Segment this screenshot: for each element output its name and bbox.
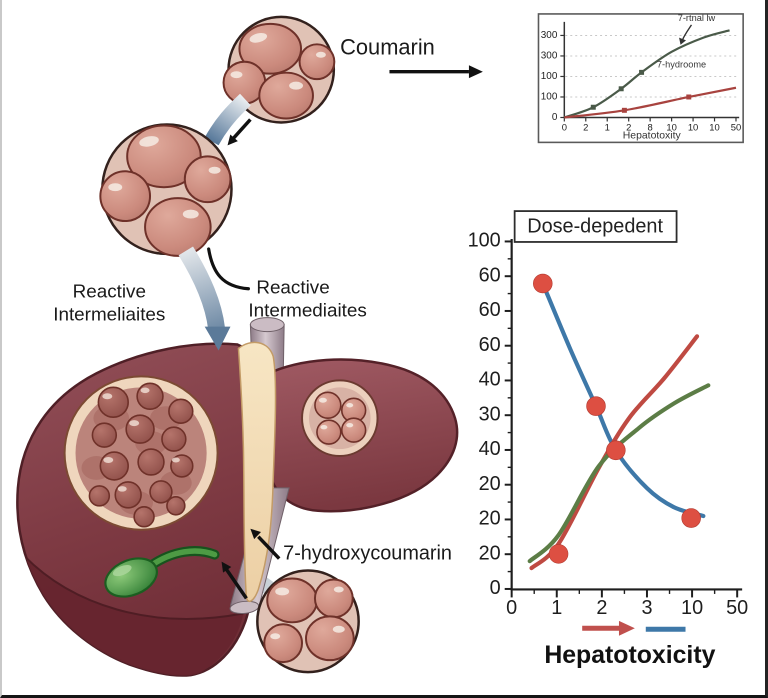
dose-chart-scatter-dots	[533, 273, 701, 564]
vesicle2-highlights	[108, 136, 221, 219]
dose-chart-legend	[582, 620, 686, 636]
series-line	[527, 383, 711, 564]
dose-chart-series	[527, 281, 711, 571]
coumarin-label: Coumarin	[340, 35, 435, 60]
x-tick-label: 10	[681, 597, 703, 619]
y-tick-label: 60	[479, 264, 501, 286]
x-tick-label: 3	[641, 597, 652, 619]
left-lobe-inset-vesicle-cluster	[63, 375, 219, 531]
scatter-dot	[548, 544, 569, 564]
series1-label-arrowhead	[679, 37, 687, 45]
top-chart-series	[563, 29, 737, 119]
reactive-right-line1: Reactive	[256, 278, 329, 299]
x-tick-label: 1	[551, 597, 562, 619]
y-tick-label: 20	[479, 542, 501, 564]
dose-chart-xlabel: Hepatotoxicity	[544, 641, 715, 669]
vesicle-hydroxycoumarin	[256, 569, 360, 674]
y-tick-label: 300	[541, 30, 558, 41]
flow-arrowhead-2	[204, 326, 231, 351]
x-tick-label: 1	[605, 122, 610, 133]
x-tick-label: 10	[709, 122, 719, 133]
x-tick-label: 2	[626, 122, 631, 133]
vesicle3-highlights	[270, 586, 345, 640]
series-marker	[618, 86, 624, 92]
liver-illustration: Coumarin Reactive Intermeliaites Reactiv…	[16, 15, 483, 677]
dose-chart: Dose-depedent 100 60 60 60 40 30 40 20 20 20 0 0 1 2…	[468, 210, 748, 669]
reactive-left-line2: Intermeliaites	[53, 305, 165, 326]
y-tick-label: 20	[479, 473, 501, 495]
top-chart-x-labels: 0 2 1 2 8 10 10 10 50	[562, 122, 742, 133]
right-inset-highlights	[318, 397, 354, 430]
flow-arrowhead-1	[227, 134, 238, 146]
x-tick-label: 50	[726, 597, 748, 619]
falciform-ligament	[237, 341, 277, 603]
series-marker	[590, 104, 596, 110]
gallbladder	[104, 546, 220, 598]
y-tick-label: 40	[479, 438, 501, 460]
y-tick-label: 30	[479, 403, 501, 425]
series1-label-arrow	[681, 24, 693, 41]
coumarin-arrowhead	[468, 65, 483, 79]
coumarin-arrow	[389, 65, 483, 79]
callout-curve	[207, 247, 250, 291]
cluster-highlights	[102, 387, 180, 492]
dose-chart-title-box	[513, 210, 678, 243]
y-tick-label: 60	[479, 334, 501, 356]
vesicle-reactive-intermediates	[99, 123, 233, 257]
y-tick-label: 0	[552, 112, 558, 123]
dose-chart-ticks	[504, 240, 739, 598]
metabolite-flow-band-2	[178, 246, 231, 351]
scatter-dot	[681, 508, 701, 528]
vesicle-coumarin	[222, 15, 336, 124]
x-tick-label: 50	[731, 122, 741, 133]
x-tick-label: 0	[506, 597, 517, 619]
arrowhead-to-vessel	[250, 528, 262, 540]
y-tick-label: 100	[541, 92, 558, 103]
x-tick-label: 0	[562, 122, 567, 133]
reactive-right-line2: Intermediaites	[248, 301, 366, 322]
x-tick-label: 2	[596, 597, 607, 619]
top-chart-series2-label: 7-hydroome	[657, 60, 706, 70]
top-chart-xlabel: Hepatotoxity	[623, 130, 682, 141]
top-chart-series1-label: 7-rtnal lw	[678, 13, 716, 23]
dose-chart-y-labels: 100 60 60 60 40 30 40 20 20 20 0	[468, 230, 501, 600]
vesicle1-spheres	[222, 22, 336, 120]
reactive-left-line1: Reactive	[73, 282, 146, 303]
scatter-dot	[606, 440, 626, 461]
x-tick-label: 10	[666, 122, 676, 133]
hydroxycoumarin-label: 7-hydroxycoumarin	[283, 543, 452, 565]
arrowhead-from-vesicle	[221, 561, 232, 573]
y-tick-label: 60	[479, 299, 501, 321]
y-tick-label: 100	[468, 230, 501, 252]
series-marker	[686, 94, 692, 100]
series-marker	[639, 69, 645, 75]
x-tick-label: 2	[583, 122, 588, 133]
top-chart-y-labels: 300 300 100 100 0	[541, 30, 558, 123]
y-tick-label: 20	[479, 508, 501, 530]
dose-chart-title: Dose-depedent	[527, 215, 663, 237]
y-tick-label: 40	[479, 369, 501, 391]
series-marker	[621, 107, 627, 113]
top-chart-ticks	[560, 34, 737, 122]
scatter-dot	[586, 396, 606, 416]
series-line	[564, 86, 737, 119]
y-tick-label: 300	[541, 51, 558, 62]
top-chart: 300 300 100 100 0 0 2 1 2 8 10 10 10 50 7-rtnal lw 7…	[537, 13, 744, 144]
y-tick-label: 100	[541, 71, 558, 82]
x-tick-label: 8	[648, 122, 653, 133]
y-tick-label: 0	[490, 577, 501, 599]
legend-red-arrowhead	[618, 620, 635, 636]
liver-inferior-margin	[23, 554, 244, 676]
x-tick-label: 10	[688, 122, 698, 133]
cluster-cells	[88, 382, 194, 528]
metabolite-flow-band-1	[204, 93, 252, 146]
vesicle1-highlights	[230, 32, 326, 90]
right-lobe-inset-vesicle	[301, 379, 379, 458]
scatter-dot	[533, 273, 553, 294]
dose-chart-x-labels: 0 1 2 3 10 50	[506, 597, 748, 619]
hydroxycoumarin-arrows	[221, 528, 281, 600]
